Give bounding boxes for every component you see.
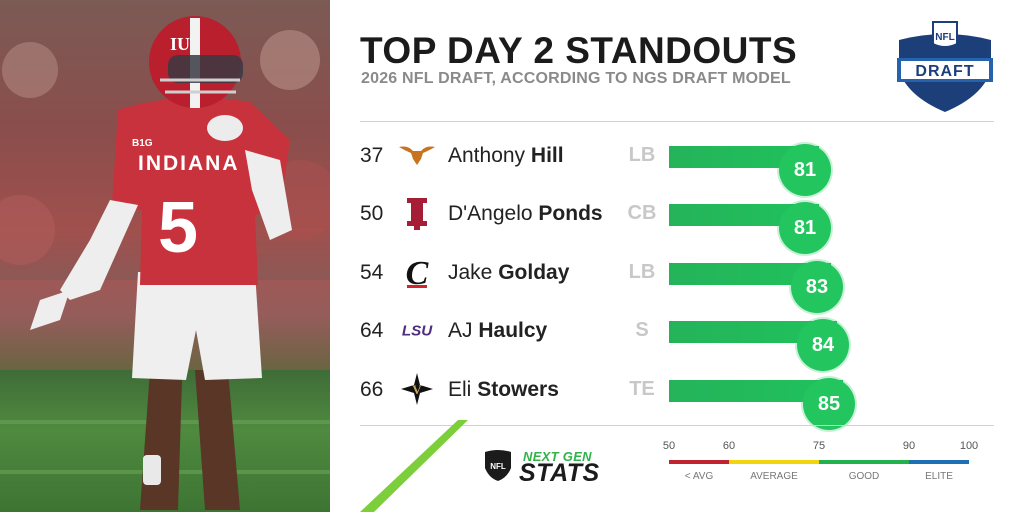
jersey-text: INDIANA xyxy=(138,152,240,175)
position-label: TE xyxy=(629,378,655,400)
page-subtitle: 2026 NFL DRAFT, ACCORDING TO NGS DRAFT M… xyxy=(361,70,791,87)
player-photo-illustration: IU INDIANA 5 B1G xyxy=(0,16,330,510)
player-last-name: Ponds xyxy=(538,202,603,225)
b1g-patch: B1G xyxy=(132,138,153,149)
player-first-name: Eli xyxy=(448,378,472,401)
indiana-iu-logo xyxy=(398,196,436,230)
score-bar: 84 xyxy=(669,319,849,371)
scale-segment-label: AVERAGE xyxy=(750,471,798,482)
svg-text:LSU: LSU xyxy=(402,323,433,340)
svg-text:C: C xyxy=(406,255,429,289)
cincinnati-c-logo: C xyxy=(398,255,436,289)
player-last-name: Golday xyxy=(498,261,570,284)
svg-text:NFL: NFL xyxy=(490,462,506,471)
pick-number: 54 xyxy=(360,261,384,284)
player-row: 54 C Jake Golday LB 83 xyxy=(360,249,1000,313)
player-first-name: Anthony xyxy=(448,144,526,167)
score-badge: 81 xyxy=(779,202,831,254)
scale-segment-label: < AVG xyxy=(684,471,714,482)
nfl-shield-icon: NFL xyxy=(485,450,511,481)
player-name: Eli Stowers xyxy=(448,378,559,402)
player-name: AJ Haulcy xyxy=(448,319,547,343)
score-bar: 81 xyxy=(669,144,831,196)
vanderbilt-v-logo: V xyxy=(398,372,436,406)
score-badge: 84 xyxy=(797,319,849,371)
score-badge: 81 xyxy=(779,144,831,196)
pick-number: 64 xyxy=(360,319,384,342)
pick-number: 66 xyxy=(360,378,384,401)
jersey-number: 5 xyxy=(158,188,198,268)
score-bar: 83 xyxy=(669,261,843,313)
nfl-draft-logo: NFL DRAFT xyxy=(897,21,993,112)
scale-tick-label: 100 xyxy=(959,440,979,452)
svg-text:V: V xyxy=(412,382,422,397)
stats-label: STATS xyxy=(519,459,600,487)
scale-segment-label: GOOD xyxy=(848,471,880,482)
player-first-name: AJ xyxy=(448,319,473,342)
scale-segment-label: ELITE xyxy=(925,471,953,482)
score-bar: 81 xyxy=(669,202,831,254)
scale-segment xyxy=(819,460,909,464)
footer-divider xyxy=(360,425,994,426)
player-row: 50 D'Angelo Ponds CB 81 xyxy=(360,190,1000,254)
player-name: Jake Golday xyxy=(448,261,569,285)
position-label: LB xyxy=(628,261,656,283)
score-bar: 85 xyxy=(669,378,855,430)
player-row: 64 LSU AJ Haulcy S 84 xyxy=(360,307,1000,371)
score-badge: 85 xyxy=(803,378,855,430)
scale-tick-label: 60 xyxy=(722,440,736,452)
player-first-name: D'Angelo xyxy=(448,202,533,225)
lsu-logo: LSU xyxy=(398,313,436,347)
player-name: Anthony Hill xyxy=(448,144,564,168)
texas-longhorns-logo xyxy=(398,138,436,172)
player-last-name: Haulcy xyxy=(478,319,548,342)
player-last-name: Stowers xyxy=(477,378,559,401)
header-divider xyxy=(360,121,994,122)
scale-segment xyxy=(669,460,729,464)
position-label: S xyxy=(635,319,649,341)
player-row: 37 Anthony Hill LB 81 xyxy=(360,132,1000,196)
nfl-shield-text: NFL xyxy=(935,32,954,43)
score-badge: 83 xyxy=(791,261,843,313)
scale-segment xyxy=(909,460,969,464)
position-label: LB xyxy=(628,144,656,166)
scale-tick-label: 75 xyxy=(812,440,826,452)
pick-number: 37 xyxy=(360,144,384,167)
scale-tick-label: 90 xyxy=(902,440,916,452)
position-label: CB xyxy=(627,202,657,224)
player-first-name: Jake xyxy=(448,261,493,284)
player-last-name: Hill xyxy=(530,144,564,167)
page-title: TOP DAY 2 STANDOUTS xyxy=(360,30,798,71)
pick-number: 50 xyxy=(360,202,384,225)
scale-segment xyxy=(729,460,819,464)
green-stripe-decoration xyxy=(360,420,468,512)
player-photo: IU INDIANA 5 B1G xyxy=(0,0,330,512)
draft-banner-text: DRAFT xyxy=(915,63,974,80)
player-row: 66 V Eli Stowers TE 85 xyxy=(360,366,1000,430)
player-name: D'Angelo Ponds xyxy=(448,202,603,226)
next-gen-label: NEXT GEN xyxy=(523,449,592,464)
helmet-logo: IU xyxy=(170,34,190,54)
scale-tick-label: 50 xyxy=(662,440,676,452)
